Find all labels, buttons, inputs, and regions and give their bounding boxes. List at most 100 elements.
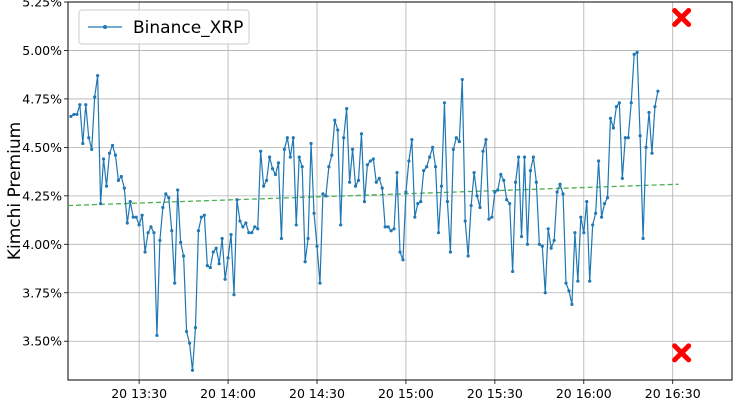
data-point: [81, 141, 85, 146]
data-point: [315, 244, 319, 248]
data-point: [309, 141, 313, 146]
data-point: [327, 165, 331, 169]
data-point: [342, 136, 346, 140]
y-tick-label: 3.75%: [22, 285, 62, 300]
data-point: [508, 202, 512, 206]
data-point: [276, 161, 281, 165]
data-point: [383, 225, 387, 229]
data-point: [279, 236, 284, 241]
data-point: [96, 74, 100, 78]
data-point: [602, 202, 607, 206]
red-x-stroke: [672, 343, 692, 363]
data-point: [422, 169, 426, 173]
data-point: [244, 221, 248, 225]
y-tick-label: 5.25%: [22, 0, 62, 10]
data-point: [623, 136, 627, 140]
data-point: [502, 178, 506, 182]
data-point: [410, 138, 414, 142]
x-tick-label: 20 13:30: [111, 386, 167, 401]
data-point: [72, 112, 76, 117]
data-point: [552, 238, 556, 243]
data-point: [374, 180, 378, 184]
data-point: [608, 116, 613, 120]
data-point: [656, 89, 660, 93]
data-point: [614, 105, 618, 109]
data-point: [134, 215, 138, 219]
data-point: [428, 155, 432, 159]
data-point: [635, 50, 639, 55]
data-point: [404, 190, 408, 194]
y-tick-label: 4.75%: [22, 91, 62, 106]
data-point: [217, 262, 221, 266]
y-tick-label: 4.50%: [22, 140, 62, 155]
data-point: [262, 184, 266, 188]
data-point: [386, 225, 390, 229]
data-point: [99, 202, 103, 206]
data-point: [499, 172, 503, 177]
data-point: [128, 200, 132, 204]
data-point: [288, 155, 292, 159]
data-point: [605, 196, 610, 200]
data-point: [312, 211, 316, 215]
data-point: [588, 279, 592, 283]
data-point: [291, 136, 295, 140]
data-point: [466, 254, 470, 258]
data-point: [433, 165, 438, 169]
data-point: [170, 229, 174, 233]
data-point: [576, 279, 580, 283]
data-point: [226, 256, 230, 260]
data-point: [644, 145, 648, 149]
data-point: [84, 103, 88, 107]
data-point: [250, 231, 254, 235]
data-point: [69, 114, 73, 118]
data-point: [232, 293, 236, 297]
data-point: [285, 136, 289, 140]
data-point: [241, 225, 245, 229]
data-point: [205, 264, 209, 268]
data-point: [555, 190, 559, 194]
data-point: [146, 231, 150, 235]
data-point: [585, 200, 589, 204]
data-point: [519, 234, 524, 239]
data-point: [202, 213, 206, 217]
data-point: [439, 184, 444, 188]
data-point: [143, 250, 147, 254]
data-point: [460, 77, 464, 82]
data-point: [475, 194, 479, 198]
data-point: [531, 155, 535, 159]
data-point: [380, 186, 384, 190]
legend-box: [78, 9, 250, 45]
data-point: [463, 219, 467, 223]
data-point: [282, 147, 286, 151]
data-point: [229, 233, 233, 237]
x-tick-label: 20 14:30: [289, 386, 345, 401]
data-point: [223, 277, 227, 281]
data-point: [419, 200, 423, 204]
data-point: [199, 215, 203, 219]
data-point: [522, 155, 527, 159]
data-point: [93, 95, 97, 99]
data-point: [122, 186, 126, 190]
data-point: [155, 333, 159, 338]
data-point: [454, 136, 458, 140]
data-point: [493, 190, 497, 194]
data-point: [214, 246, 218, 250]
data-point: [528, 169, 533, 173]
x-tick-label: 20 16:30: [645, 386, 701, 401]
data-point: [158, 238, 162, 243]
data-point: [514, 180, 518, 184]
data-point: [87, 136, 91, 140]
data-point: [306, 236, 310, 241]
data-point: [193, 326, 198, 330]
x-tick-label: 20 16:00: [556, 386, 612, 401]
data-point: [238, 219, 242, 223]
x-tick-label: 20 14:00: [200, 386, 256, 401]
data-point: [558, 182, 562, 186]
data-point: [324, 194, 328, 198]
data-point: [119, 174, 123, 179]
legend: Binance_XRP: [78, 9, 250, 45]
data-point: [187, 341, 192, 345]
data-point: [140, 213, 144, 217]
data-point: [537, 242, 541, 246]
data-point: [561, 192, 565, 196]
